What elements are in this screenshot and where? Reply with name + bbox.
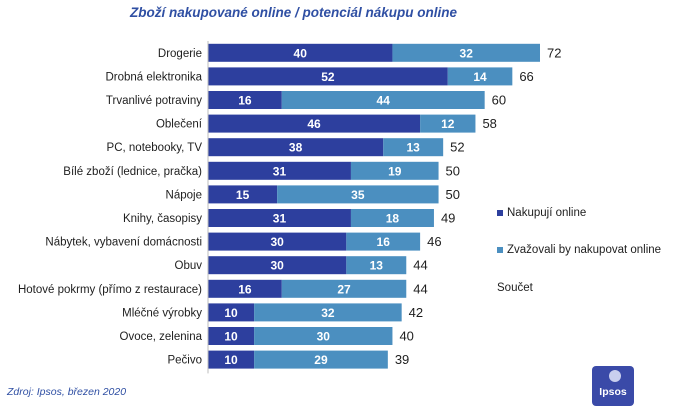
category-label: Mléčné výrobky — [122, 307, 202, 319]
bar-value-label: 30 — [270, 259, 284, 273]
bar-segment-nakupuji — [208, 350, 255, 369]
bar-value-label: 19 — [388, 164, 402, 178]
chart-title: Zboží nakupované online / potenciál náku… — [130, 5, 458, 20]
bar-segment-zvazovali — [420, 114, 476, 133]
bar-segment-zvazovali — [350, 161, 439, 180]
bar-value-label: 16 — [238, 94, 252, 108]
bar-value-label: 13 — [370, 259, 384, 273]
total-label: 39 — [395, 352, 409, 367]
bar-value-label: 38 — [289, 141, 303, 155]
bar-segment-zvazovali — [346, 232, 421, 251]
bar-segment-nakupuji — [208, 232, 347, 251]
total-label: 46 — [427, 234, 441, 249]
category-label: Hotové pokrmy (přímo z restaurace) — [18, 284, 202, 296]
legend-swatch-zvazovali — [497, 246, 503, 253]
logo-text: Ipsos — [599, 386, 627, 398]
bar-value-label: 29 — [314, 353, 328, 367]
logo-dot-icon — [609, 370, 621, 382]
bar-segment-zvazovali — [447, 67, 513, 86]
bar-segment-zvazovali — [277, 185, 439, 204]
total-label: 72 — [547, 45, 561, 60]
bar-segment-zvazovali — [350, 209, 434, 227]
bar-value-label: 27 — [337, 282, 351, 296]
bar-value-label: 13 — [407, 141, 421, 155]
bar-segment-nakupuji — [208, 185, 278, 204]
category-label: Drobná elektronika — [105, 71, 202, 83]
bar-segment-zvazovali — [392, 43, 540, 62]
bar-segment-nakupuji — [208, 161, 351, 180]
bar-value-label: 12 — [441, 117, 455, 131]
total-label: 50 — [446, 187, 460, 202]
bar-segment-nakupuji — [208, 327, 255, 345]
bar-value-label: 32 — [321, 306, 335, 320]
bar-value-label: 44 — [377, 94, 391, 108]
bar-segment-nakupuji — [208, 209, 351, 227]
bar-value-label: 18 — [386, 212, 400, 226]
category-label: Nábytek, vybavení domácnosti — [45, 237, 202, 249]
bar-value-label: 14 — [473, 70, 487, 84]
total-label: 66 — [519, 69, 533, 84]
bar-value-label: 10 — [224, 306, 238, 320]
bar-segment-zvazovali — [383, 138, 444, 157]
category-label: Oblečení — [156, 119, 203, 131]
bar-segment-nakupuji — [208, 43, 393, 62]
category-label: Knihy, časopisy — [123, 213, 202, 225]
bar-value-label: 35 — [351, 188, 365, 202]
bar-segment-nakupuji — [208, 67, 448, 86]
bar-value-label: 52 — [321, 70, 335, 84]
legend-item-nakupuji: Nakupují online — [497, 207, 586, 219]
category-label: Ovoce, zelenina — [120, 331, 203, 343]
bar-segment-nakupuji — [208, 279, 282, 298]
total-label: 60 — [492, 93, 506, 108]
bar-segment-zvazovali — [281, 91, 485, 109]
total-label: 42 — [409, 305, 423, 320]
total-label: 58 — [482, 116, 496, 131]
legend-item-soucet: Součet — [497, 282, 533, 294]
bar-segment-nakupuji — [208, 138, 384, 157]
bar-segment-nakupuji — [208, 91, 282, 109]
total-label: 44 — [413, 281, 427, 296]
category-label: Drogerie — [158, 48, 202, 60]
bar-value-label: 10 — [224, 353, 238, 367]
category-label: PC, notebooky, TV — [107, 142, 203, 154]
bar-value-label: 46 — [307, 117, 321, 131]
bar-segment-zvazovali — [346, 256, 407, 275]
legend-label-nakupuji: Nakupují online — [507, 207, 587, 219]
ipsos-logo: Ipsos — [592, 366, 634, 406]
bar-segment-nakupuji — [208, 256, 347, 275]
total-label: 52 — [450, 140, 464, 155]
legend-label-zvazovali: Zvažovali by nakupovat online — [507, 244, 662, 256]
category-label: Obuv — [175, 260, 203, 272]
bar-value-label: 31 — [273, 164, 287, 178]
bar-segment-nakupuji — [208, 303, 255, 322]
bar-segment-zvazovali — [281, 279, 407, 298]
bar-value-label: 16 — [238, 282, 252, 296]
bar-value-label: 30 — [317, 330, 331, 344]
bar-value-label: 32 — [460, 46, 474, 60]
legend-label-soucet: Součet — [497, 282, 533, 294]
category-label: Trvanlivé potraviny — [106, 95, 202, 107]
legend-item-zvazovali: Zvažovali by nakupovat online — [497, 244, 661, 256]
total-label: 49 — [441, 211, 455, 226]
bar-segment-zvazovali — [254, 350, 388, 369]
bar-segment-nakupuji — [208, 114, 421, 133]
bar-segment-zvazovali — [254, 303, 402, 322]
category-label: Nápoje — [166, 189, 202, 201]
bar-value-label: 40 — [294, 46, 308, 60]
legend-swatch-nakupuji — [497, 209, 503, 216]
bar-segment-zvazovali — [254, 327, 393, 345]
total-label: 50 — [446, 163, 460, 178]
bar-value-label: 16 — [377, 235, 391, 249]
total-label: 44 — [413, 258, 427, 273]
category-label: Bílé zboží (lednice, pračka) — [63, 166, 202, 178]
bar-value-label: 10 — [224, 330, 238, 344]
category-label: Pečivo — [167, 355, 202, 367]
source-note: Zdroj: Ipsos, březen 2020 — [7, 386, 127, 398]
bar-value-label: 30 — [270, 235, 284, 249]
bar-value-label: 15 — [236, 188, 250, 202]
total-label: 40 — [399, 329, 413, 344]
bar-value-label: 31 — [273, 212, 287, 226]
